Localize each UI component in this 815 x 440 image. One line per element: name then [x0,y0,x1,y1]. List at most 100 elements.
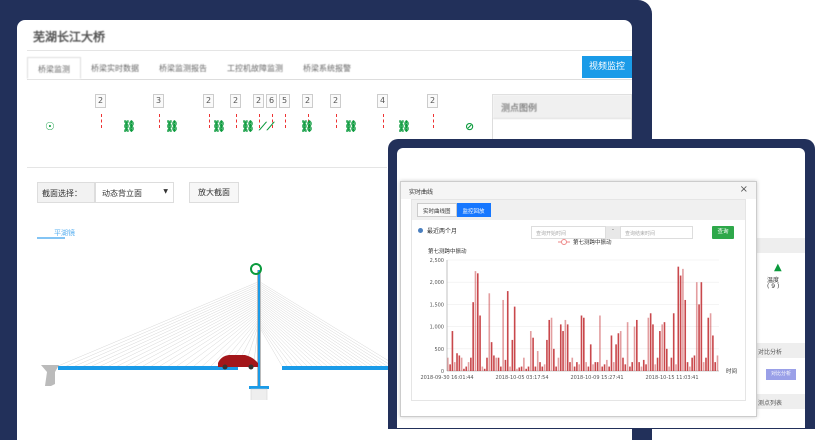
data-bar [472,302,474,371]
cable-sensor-icon[interactable]: ⟋⟋ [259,120,275,133]
modal-title: 实时曲线 [401,182,756,199]
piles [250,388,268,400]
strain-sensor-icon[interactable]: ⛓ [212,120,226,133]
y-tick-label: 2,000 [430,280,444,286]
stay-cable [259,289,378,367]
video-monitor-button[interactable]: 视频监控 [582,56,632,78]
strain-sensor-icon[interactable]: ⛓ [397,120,411,133]
stay-cable [193,313,259,367]
section-label: 截面选择： [37,182,95,203]
data-bar [615,344,617,371]
tab-bridge-monitor[interactable]: 桥梁监测 [27,57,81,79]
strain-sensor-icon[interactable]: ⛓ [300,120,314,133]
data-bar [571,357,574,371]
data-bar [629,366,631,371]
sensor-count-badge: 2 [330,94,341,108]
data-bar [665,348,668,371]
strain-sensor-icon[interactable]: ⛓ [165,120,179,133]
data-bar [608,366,610,371]
query-button[interactable]: 查询 [712,226,734,239]
data-bar [589,344,592,371]
accelerometer-icon[interactable]: ☉ [45,120,55,133]
data-bar [559,324,562,371]
data-bar [488,293,491,371]
data-bar [451,331,454,371]
data-bar [587,366,590,371]
data-bar [573,366,576,371]
data-bar [458,355,461,371]
position-marker [259,114,260,128]
data-bar [525,368,527,371]
tab-monitor-report[interactable]: 桥梁监测报告 [159,64,207,73]
data-bar [504,359,507,371]
data-bar [594,362,597,371]
data-bar [569,362,571,371]
legend-marker [561,239,567,245]
stay-cable [259,313,318,367]
recent-two-months-radio[interactable]: 最近两个月 [418,226,457,235]
no-entry-icon[interactable]: ⊘ [465,120,475,133]
data-bar [638,362,640,371]
tab-playback[interactable]: 监控回放 [456,203,491,217]
radio-dot-icon [418,228,423,233]
tab-realtime-chart[interactable]: 实时曲线图 [417,203,457,217]
sensor-count-badge: 6 [266,94,277,108]
tab-system-alarm[interactable]: 桥梁系统报警 [303,64,351,73]
data-bar [553,348,555,371]
tab-realtime-data[interactable]: 桥梁实时数据 [91,64,139,73]
data-bar [617,333,620,371]
position-marker [308,114,309,128]
data-bar [596,362,599,371]
bridge-pier [41,365,59,386]
data-bar [463,368,465,371]
position-marker [101,114,102,128]
data-bar [689,366,691,371]
zoom-section-button[interactable]: 放大截面 [189,182,239,203]
sensor-count-badge: 2 [230,94,241,108]
strain-sensor-icon[interactable]: ⛓ [344,120,358,133]
tab-fault-monitor[interactable]: 工控机故障监测 [227,64,283,73]
end-time-input[interactable]: 查询结束时间 [620,226,693,239]
position-marker [383,114,384,128]
legend-title: 测点图例 [493,95,631,119]
data-bar [583,317,585,371]
data-bar [612,362,615,371]
direction-label: 平湖镜 [54,229,75,237]
stay-cable [74,285,259,367]
compare-button[interactable]: 对比分析 [766,369,796,380]
y-tick-label: 1,000 [430,325,444,331]
stay-cable [259,291,373,367]
data-bar [580,315,583,371]
data-bar [539,362,541,371]
data-bar [548,319,551,371]
data-bar [645,364,647,371]
data-bar [659,331,661,371]
data-bar [541,366,544,371]
y-tick-label: 500 [434,347,444,353]
data-bar [474,271,477,371]
data-bar [695,282,698,371]
data-bar [654,364,657,371]
data-bar [564,319,567,371]
data-bar [698,304,700,371]
stay-cable [259,299,353,367]
stay-cable [259,295,363,367]
stay-cable [134,299,259,367]
data-bar [606,359,608,371]
data-bar [633,326,636,371]
strain-sensor-icon[interactable]: ⛓ [241,120,255,133]
start-time-input[interactable]: 查询开始时间 [531,226,606,239]
stay-cable [91,289,259,367]
close-icon[interactable]: × [739,184,748,195]
stay-cable [259,283,393,367]
legend-label: 第七测跨中振动 [573,238,612,246]
section-select[interactable]: 动态背立面 ▼ [95,182,174,203]
section-value: 动态背立面 [102,189,142,198]
data-bar [700,282,703,371]
position-marker [272,114,273,128]
data-bar [509,366,511,371]
tower-axis [258,270,260,386]
data-bar [624,364,627,371]
y-axis-label: 第七测跨中振动 [428,247,467,255]
strain-sensor-icon[interactable]: ⛓ [122,120,136,133]
